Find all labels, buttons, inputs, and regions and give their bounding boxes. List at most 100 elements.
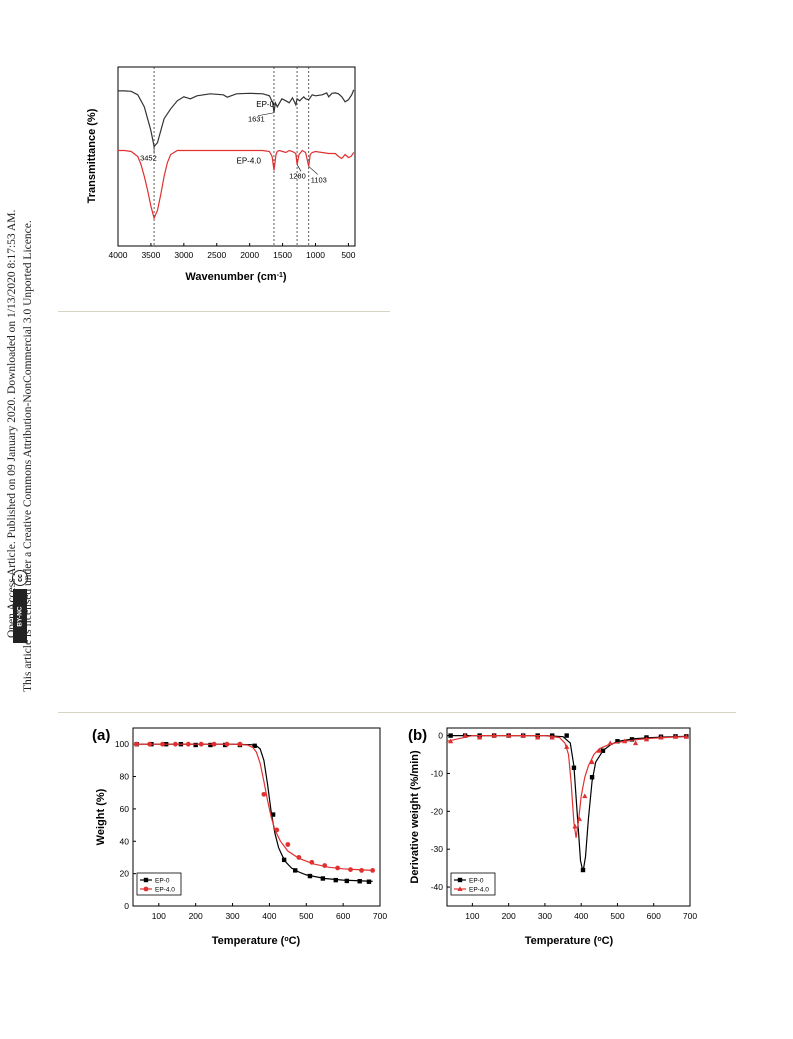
data-point: [322, 863, 328, 868]
x-tick-label: 400: [262, 911, 276, 921]
peak-annotation: 3452: [140, 154, 157, 163]
x-tick-label: 400: [574, 911, 588, 921]
data-point: [582, 793, 588, 799]
data-point: [448, 733, 453, 738]
legend-label: EP-0: [469, 878, 484, 885]
y-tick-label: 100: [115, 739, 129, 749]
x-tick-label: 3500: [141, 250, 160, 260]
cc-logo-icon: cc: [12, 570, 28, 586]
data-point: [208, 742, 213, 748]
data-point: [457, 886, 463, 891]
y-axis-label: Derivative weight (%/min): [409, 750, 421, 884]
series-line-ep-0: [133, 743, 373, 882]
x-axis-label: Temperature (oC): [212, 935, 301, 947]
data-point: [198, 741, 204, 747]
series-line-ep-4-0: [133, 743, 373, 871]
tga-weight-figure: (a) 100 200 300 400 500 600 700 0 20 40 60 80 100 EP…: [92, 727, 387, 947]
data-point: [564, 744, 570, 749]
y-tick-label: -10: [431, 768, 444, 778]
data-point: [462, 732, 468, 738]
data-point: [622, 738, 628, 744]
data-point: [335, 865, 341, 871]
data-point: [600, 748, 606, 753]
annotation-arrow: [296, 164, 302, 172]
x-tick-label: 700: [373, 911, 387, 921]
x-axis-label: Temperature (oC): [525, 935, 614, 947]
data-point: [307, 873, 313, 879]
data-point: [333, 877, 338, 883]
plot-frame: [446, 727, 691, 907]
y-axis-label: Weight (%): [95, 788, 107, 845]
y-tick-label: 0: [438, 731, 443, 741]
cc-by-nc-icon: BY-NC: [13, 589, 27, 643]
data-point: [309, 859, 315, 865]
x-tick-label: 500: [341, 250, 355, 260]
y-tick-label: 80: [120, 772, 130, 782]
data-point: [629, 737, 635, 742]
data-point: [571, 765, 577, 770]
data-point: [224, 741, 230, 747]
data-point: [348, 867, 353, 872]
data-point: [506, 732, 512, 738]
series-label: EP-4.0: [237, 156, 262, 165]
x-tick-label: 2500: [207, 250, 226, 260]
series-line-ep-0: [447, 735, 687, 873]
x-tick-label: 700: [683, 911, 697, 921]
data-point: [572, 823, 578, 829]
annotation-arrow: [308, 166, 318, 175]
series-line-ep-4-0: [446, 735, 687, 838]
data-point: [370, 868, 376, 873]
data-point: [185, 741, 191, 747]
peak-annotation: 1103: [311, 175, 327, 184]
data-point: [632, 740, 639, 746]
data-point: [357, 879, 362, 884]
x-axis-label: Wavenumber (cm-1): [185, 271, 287, 283]
x-tick-label: 200: [502, 911, 516, 921]
y-tick-label: -30: [431, 844, 444, 854]
x-tick-label: 100: [152, 911, 166, 921]
y-tick-label: -40: [431, 882, 444, 892]
data-point: [596, 747, 602, 753]
data-point: [549, 734, 555, 740]
data-point: [607, 740, 613, 746]
cc-license-badge[interactable]: cc BY-NC: [6, 570, 34, 656]
license-sidebar: Open Access Article. Published on 09 Jan…: [0, 0, 40, 692]
data-point: [134, 741, 140, 747]
data-point: [320, 876, 326, 881]
data-point: [658, 734, 664, 740]
y-tick-label: 40: [120, 836, 130, 846]
data-point: [285, 842, 291, 847]
data-point: [589, 759, 595, 765]
x-tick-label: 4000: [109, 250, 128, 260]
data-point: [359, 868, 364, 873]
data-point: [491, 732, 497, 738]
data-point: [589, 775, 595, 780]
data-point: [477, 734, 483, 740]
series-line-ep-0: [118, 89, 355, 148]
data-point: [366, 879, 372, 884]
x-tick-label: 300: [538, 911, 552, 921]
section-divider: [58, 712, 736, 713]
data-point: [520, 732, 526, 738]
x-tick-label: 100: [465, 911, 479, 921]
data-point: [252, 743, 257, 748]
data-point: [147, 741, 152, 747]
data-point: [270, 812, 276, 817]
x-tick-label: 600: [647, 911, 661, 921]
x-tick-label: 200: [189, 911, 203, 921]
legend-label: EP-0: [155, 878, 170, 885]
data-point: [535, 734, 541, 740]
plot-frame: [132, 727, 381, 907]
data-point: [261, 791, 267, 797]
x-tick-label: 500: [610, 911, 624, 921]
legend-label: EP-4.0: [155, 887, 175, 894]
data-point: [281, 857, 287, 863]
data-point: [576, 816, 582, 821]
series-label: EP-0: [256, 100, 274, 109]
dtg-figure: (b) 100 200 300 400 500 600 700 0 -10 -20 -30 -40 E…: [408, 727, 697, 947]
data-point: [274, 827, 280, 833]
peak-annotation: 1631: [248, 115, 265, 124]
x-tick-label: 1500: [273, 250, 292, 260]
y-axis-label: Transmittance (%): [86, 108, 98, 203]
data-point: [143, 886, 149, 892]
